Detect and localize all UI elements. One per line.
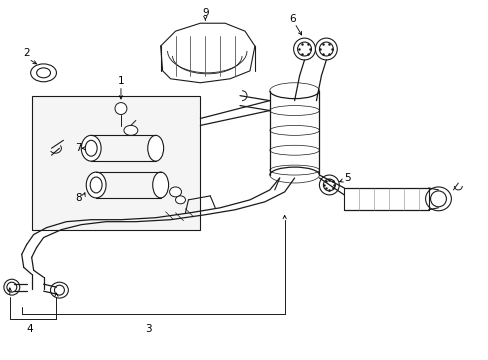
Ellipse shape — [37, 68, 50, 78]
Ellipse shape — [169, 187, 181, 197]
Text: 8: 8 — [75, 193, 81, 203]
Ellipse shape — [175, 196, 185, 204]
Bar — [32, 96, 200, 230]
Ellipse shape — [319, 42, 333, 56]
Ellipse shape — [50, 282, 68, 298]
Ellipse shape — [293, 38, 315, 60]
Ellipse shape — [429, 191, 446, 207]
Text: 1: 1 — [118, 76, 124, 86]
Ellipse shape — [31, 64, 56, 82]
Ellipse shape — [147, 135, 163, 161]
Ellipse shape — [54, 285, 64, 295]
Ellipse shape — [123, 125, 138, 135]
Ellipse shape — [81, 135, 101, 161]
Ellipse shape — [319, 175, 339, 195]
Text: 9: 9 — [202, 8, 208, 18]
Ellipse shape — [323, 179, 335, 191]
Text: 4: 4 — [26, 324, 33, 334]
Ellipse shape — [315, 38, 337, 60]
Ellipse shape — [297, 42, 311, 56]
Ellipse shape — [90, 177, 102, 193]
Text: 3: 3 — [145, 324, 152, 334]
Text: 6: 6 — [289, 14, 295, 24]
Text: 7: 7 — [75, 143, 81, 153]
Ellipse shape — [152, 172, 168, 198]
Text: 5: 5 — [343, 173, 350, 183]
Ellipse shape — [7, 282, 17, 292]
Ellipse shape — [86, 172, 106, 198]
Ellipse shape — [85, 140, 97, 156]
Text: 2: 2 — [23, 48, 30, 58]
Ellipse shape — [115, 103, 127, 114]
Ellipse shape — [4, 279, 20, 295]
Ellipse shape — [425, 187, 450, 211]
